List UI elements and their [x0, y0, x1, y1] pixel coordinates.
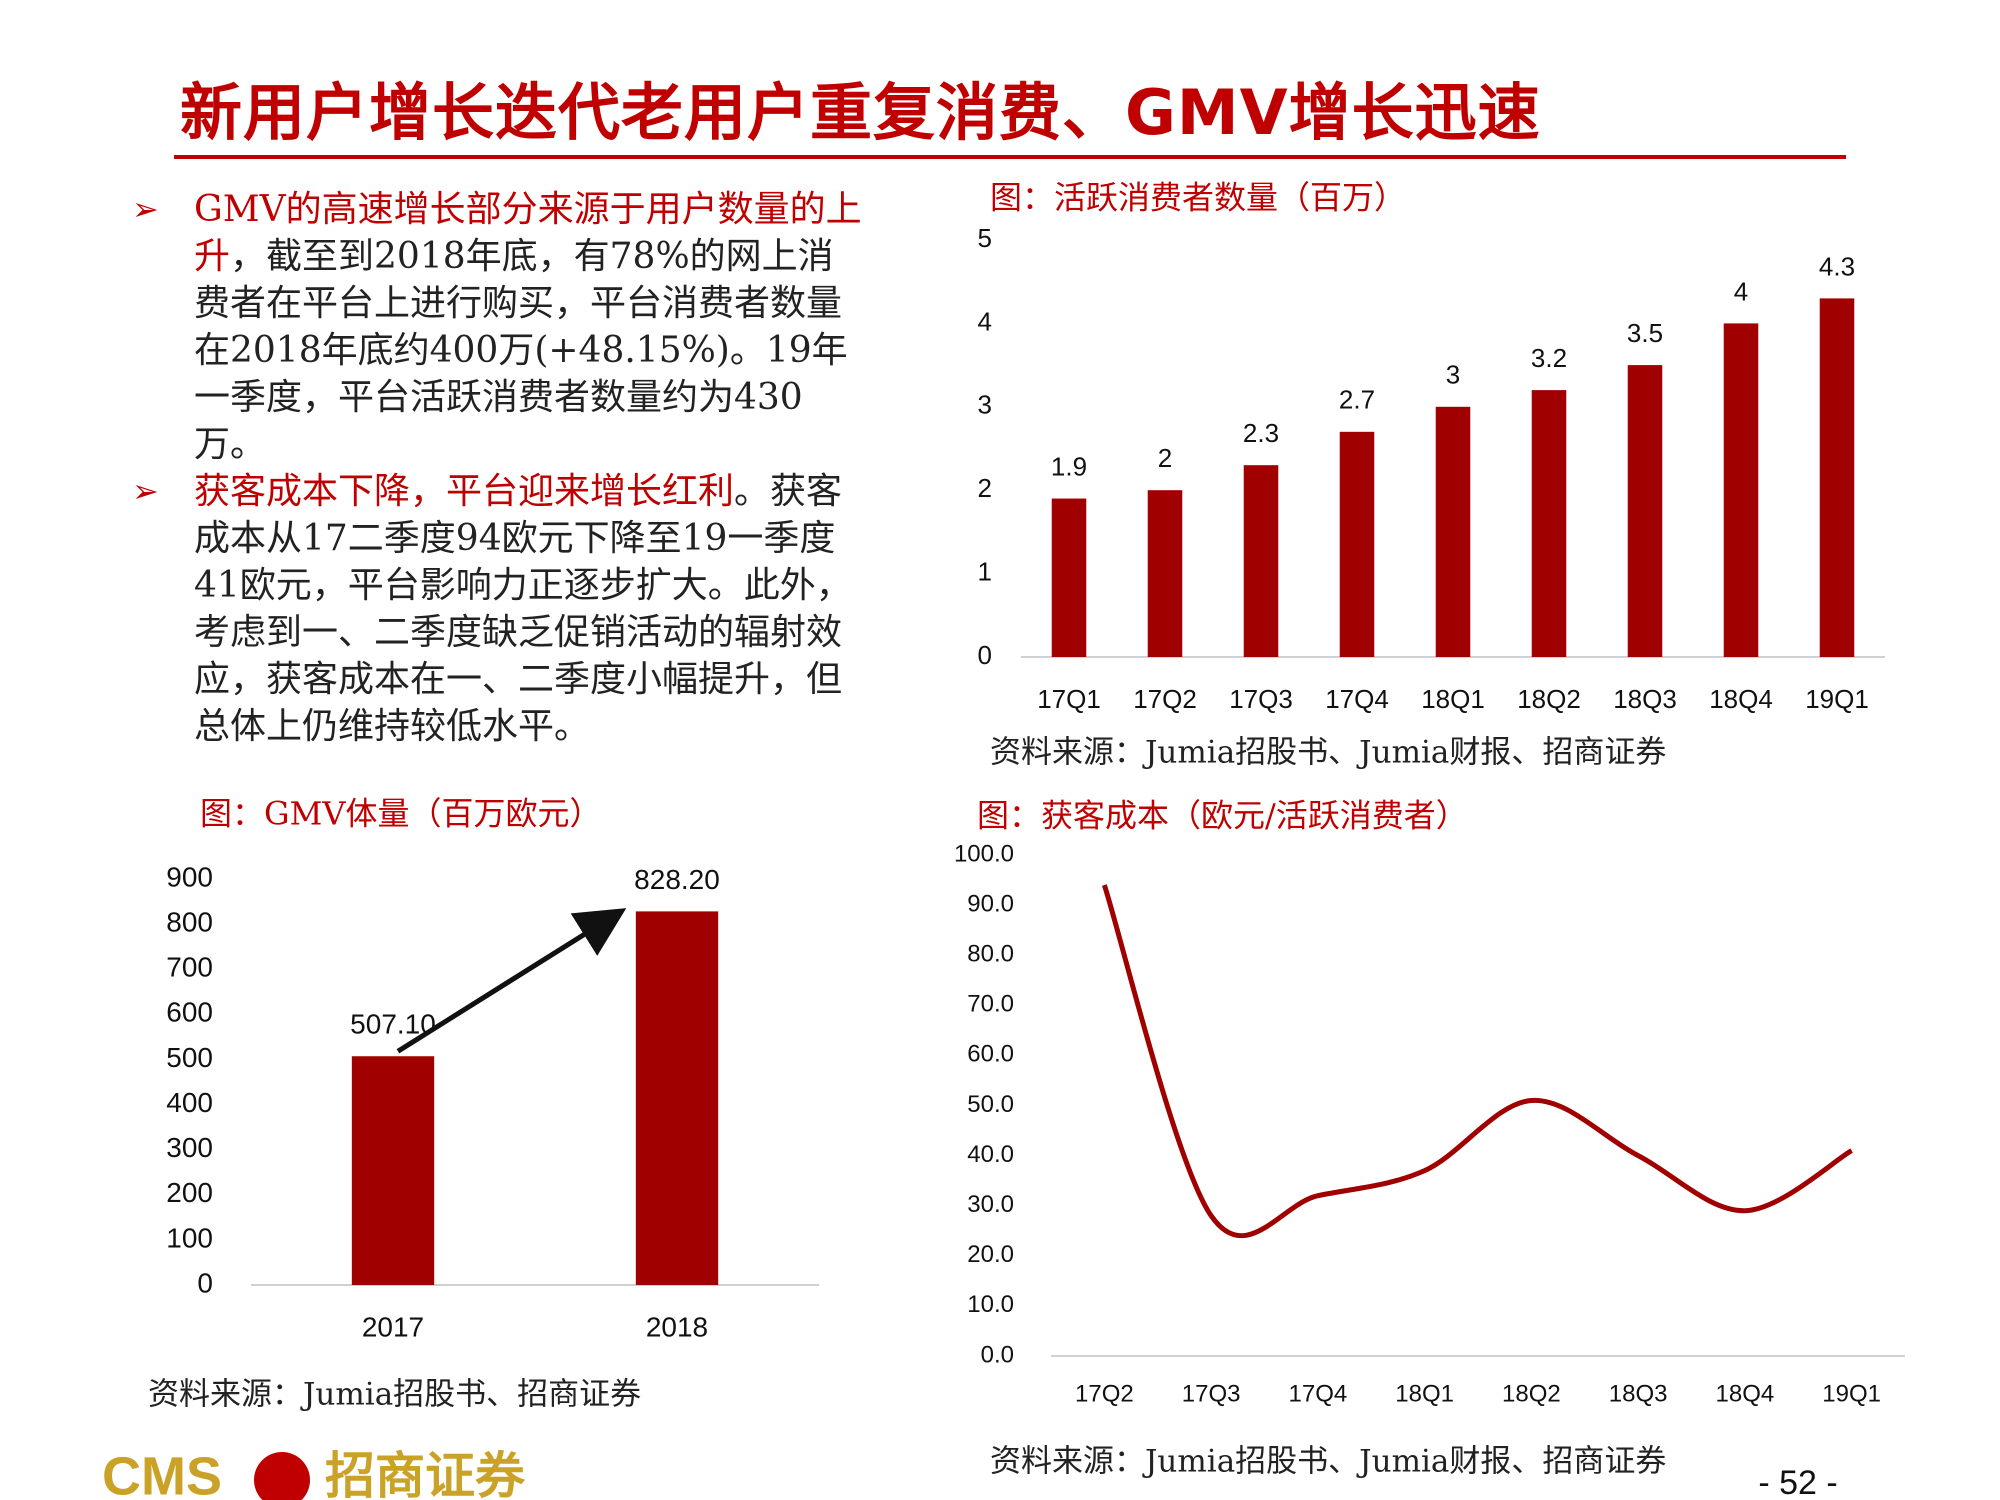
y-tick-label: 600: [166, 997, 213, 1028]
y-tick-label: 5: [978, 223, 992, 253]
y-tick-label: 20.0: [967, 1241, 1014, 1268]
y-tick-label: 4: [978, 306, 992, 336]
x-tick-label: 2017: [362, 1311, 424, 1342]
y-tick-label: 100: [166, 1222, 213, 1253]
y-tick-label: 200: [166, 1177, 213, 1208]
bar: [1339, 431, 1375, 657]
value-label: 4.3: [1819, 251, 1855, 281]
y-tick-label: 700: [166, 952, 213, 983]
y-tick-label: 3: [978, 390, 992, 420]
bar: [1147, 490, 1183, 657]
value-label: 828.20: [634, 864, 720, 895]
x-tick-label: 18Q1: [1395, 1380, 1454, 1407]
x-tick-label: 18Q2: [1502, 1380, 1561, 1407]
y-tick-label: 90.0: [967, 890, 1014, 917]
line: [1102, 884, 1853, 1239]
bullet-text: ，截至到2018年底，有78%的网上消费者在平台上进行购买，平台消费者数量在20…: [194, 236, 848, 465]
y-tick-label: 80.0: [967, 941, 1014, 968]
bar: [635, 911, 719, 1285]
y-tick-label: 0.0: [981, 1341, 1014, 1368]
y-tick-label: 50.0: [967, 1091, 1014, 1118]
x-tick-label: 17Q2: [1133, 684, 1197, 714]
bar: [1531, 390, 1567, 657]
x-tick-label: 17Q1: [1037, 684, 1101, 714]
value-label: 2.3: [1243, 418, 1279, 448]
bullet: 获客成本下降，平台迎来增长红利。获客成本从17二季度94欧元下降至19一季度41…: [132, 468, 862, 750]
bar: [1435, 406, 1471, 657]
bar: [1819, 298, 1855, 657]
page-number: - 52 -: [1758, 1464, 1837, 1500]
x-tick-label: 18Q3: [1613, 684, 1677, 714]
x-tick-label: 17Q3: [1182, 1380, 1241, 1407]
bar: [1051, 498, 1087, 657]
x-tick-label: 17Q4: [1325, 684, 1389, 714]
y-tick-label: 300: [166, 1132, 213, 1163]
y-tick-label: 800: [166, 907, 213, 938]
bar: [351, 1056, 435, 1285]
y-tick-label: 0: [197, 1267, 213, 1298]
bullet-list: GMV的高速增长部分来源于用户数量的上升，截至到2018年底，有78%的网上消费…: [132, 186, 862, 750]
bullet-highlight: 获客成本下降，平台迎来增长红利: [194, 471, 735, 512]
bar: [1627, 365, 1663, 657]
x-tick-label: 18Q1: [1421, 684, 1485, 714]
y-tick-label: 40.0: [967, 1141, 1014, 1168]
y-tick-label: 1: [978, 556, 992, 586]
logo-chinese: 招商证券: [325, 1448, 526, 1500]
x-tick-label: 18Q4: [1716, 1380, 1775, 1407]
bar: [1243, 465, 1279, 657]
x-tick-label: 18Q3: [1609, 1380, 1668, 1407]
value-label: 3: [1446, 360, 1460, 390]
trend-arrow: [396, 908, 627, 1054]
chart-title: 图：获客成本（欧元/活跃消费者）: [977, 797, 1468, 835]
y-tick-label: 70.0: [967, 991, 1014, 1018]
y-tick-label: 500: [166, 1042, 213, 1073]
value-label: 3.5: [1627, 318, 1663, 348]
value-label: 3.2: [1531, 343, 1567, 373]
logo-icon: [254, 1452, 310, 1500]
chart-source: 资料来源：Jumia招股书、Jumia财报、招商证券: [990, 735, 1666, 771]
x-tick-label: 18Q2: [1517, 684, 1581, 714]
y-tick-label: 2: [978, 473, 992, 503]
bullet: GMV的高速增长部分来源于用户数量的上升，截至到2018年底，有78%的网上消费…: [132, 186, 862, 468]
bar: [1723, 323, 1759, 657]
slide-title: 新用户增长迭代老用户重复消费、GMV增长迅速: [180, 76, 1541, 149]
x-tick-label: 17Q4: [1289, 1380, 1348, 1407]
logo-latin: CMS: [102, 1446, 222, 1500]
value-label: 2: [1158, 443, 1172, 473]
chart-title: 图：活跃消费者数量（百万）: [990, 179, 1406, 217]
y-tick-label: 900: [166, 861, 213, 892]
chart-title: 图：GMV体量（百万欧元）: [200, 795, 601, 833]
chart-source: 资料来源：Jumia招股书、招商证券: [148, 1377, 641, 1413]
y-tick-label: 100.0: [954, 840, 1014, 867]
y-tick-label: 10.0: [967, 1291, 1014, 1318]
chart-source: 资料来源：Jumia招股书、Jumia财报、招商证券: [990, 1444, 1666, 1480]
x-tick-label: 19Q1: [1805, 684, 1869, 714]
x-tick-label: 2018: [646, 1311, 708, 1342]
y-tick-label: 400: [166, 1087, 213, 1118]
y-tick-label: 30.0: [967, 1191, 1014, 1218]
x-tick-label: 19Q1: [1822, 1380, 1881, 1407]
y-tick-label: 0: [978, 640, 992, 670]
value-label: 4: [1734, 276, 1748, 306]
title-rule: [174, 155, 1846, 159]
value-label: 2.7: [1339, 385, 1375, 415]
x-tick-label: 17Q3: [1229, 684, 1293, 714]
y-tick-label: 60.0: [967, 1041, 1014, 1068]
x-tick-label: 18Q4: [1709, 684, 1773, 714]
value-label: 1.9: [1051, 451, 1087, 481]
bullet-highlight: GMV的高速增长部分来源于用户数量的上升: [194, 189, 862, 277]
bullet-text: 。获客成本从17二季度94欧元下降至19一季度41欧元，平台影响力正逐步扩大。此…: [194, 471, 852, 747]
x-tick-label: 17Q2: [1075, 1380, 1134, 1407]
